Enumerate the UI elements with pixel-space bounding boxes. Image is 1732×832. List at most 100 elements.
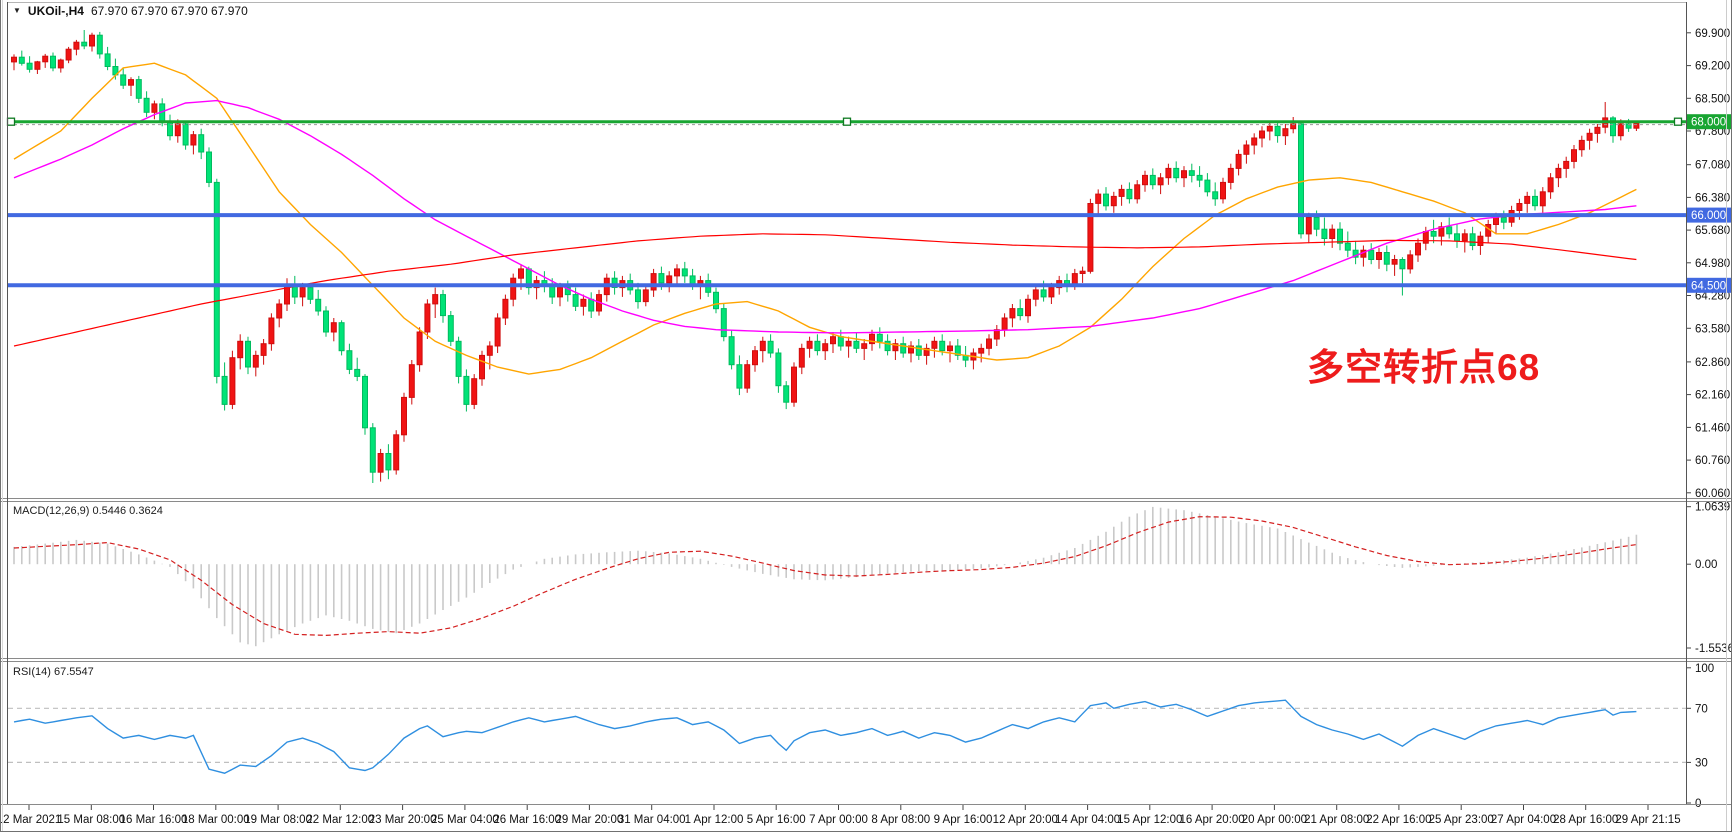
candle-body: [377, 453, 384, 473]
candle-body: [580, 298, 587, 307]
rsi-pane[interactable]: [8, 661, 1686, 803]
candle-body: [393, 434, 400, 471]
candle-body: [923, 347, 930, 356]
candle-body: [861, 343, 868, 349]
candle-body: [1415, 242, 1421, 256]
candle-body: [830, 336, 836, 345]
price-axis-label: 60.060: [1695, 488, 1730, 500]
candle-body: [81, 41, 88, 47]
candle-body: [1298, 123, 1304, 235]
candle-body: [416, 331, 423, 366]
candle-body: [884, 340, 891, 352]
candle-body: [1571, 149, 1577, 162]
candle-body: [1048, 287, 1055, 298]
candle-body: [190, 134, 197, 146]
time-axis-label: 19 Mar 08:00: [244, 814, 312, 826]
time-axis-label: 9 Apr 16:00: [934, 814, 993, 826]
time-axis-label: 25 Apr 23:00: [1429, 814, 1494, 826]
candle-body: [479, 354, 485, 380]
candle-body: [307, 287, 314, 300]
candle-body: [330, 322, 337, 333]
line-selection-handle[interactable]: [1673, 117, 1683, 126]
candle-body: [798, 347, 805, 368]
candle-body: [42, 55, 49, 63]
candle-body: [1625, 123, 1632, 129]
candle-body: [120, 74, 127, 86]
price-axis-label: 64.280: [1695, 291, 1730, 303]
candle-body: [1383, 252, 1390, 265]
time-axis-label: 15 Mar 08:00: [57, 814, 125, 826]
rsi-axis-label: 70: [1695, 703, 1708, 715]
candle-body: [837, 336, 844, 347]
candle-body: [1025, 298, 1031, 317]
candle-body: [182, 123, 189, 146]
candle-body: [486, 345, 493, 356]
time-axis-label: 12 Apr 20:00: [993, 814, 1058, 826]
candle-body: [1337, 228, 1343, 244]
price-tag-box: [1687, 277, 1732, 293]
time-axis-label: 23 Mar 20:00: [369, 814, 437, 826]
candle-body: [1243, 144, 1250, 155]
candle-body: [557, 287, 563, 298]
candle-body: [104, 53, 111, 68]
candle-body: [1118, 188, 1125, 197]
candle-body: [65, 48, 72, 61]
symbol-dropdown-icon[interactable]: ▼: [13, 6, 21, 15]
candle-body: [1227, 167, 1234, 183]
time-axis-label: 21 Apr 08:00: [1304, 814, 1369, 826]
rsi-indicator-label: RSI(14) 67.5547: [13, 666, 94, 678]
price-annotation-text[interactable]: 多空转折点68: [1307, 347, 1541, 388]
candle-body: [1188, 170, 1195, 176]
candle-body: [1142, 174, 1148, 186]
candle-body: [1290, 123, 1297, 130]
rsi-axis[interactable]: 10070300: [1686, 663, 1714, 810]
price-axis[interactable]: 69.90069.20068.50067.80067.08066.38065.6…: [1686, 28, 1732, 500]
line-selection-handle[interactable]: [842, 117, 852, 126]
macd-axis[interactable]: 1.0639 0.00 -1.5536: [1686, 502, 1732, 655]
line-selection-handle[interactable]: [6, 117, 16, 126]
candle-body: [1594, 126, 1601, 134]
time-axis-label: 27 Apr 04:00: [1491, 814, 1556, 826]
price-axis-label: 69.200: [1695, 61, 1730, 73]
candlestick-series: [11, 30, 1640, 483]
ohlc-quotes-label: 67.970 67.970 67.970 67.970: [90, 4, 248, 18]
candle-body: [447, 315, 454, 342]
candle-body: [338, 322, 345, 352]
time-axis-label: 26 Mar 16:00: [493, 814, 561, 826]
candle-body: [1344, 242, 1351, 251]
candle-body: [362, 375, 368, 429]
candle-body: [89, 34, 95, 47]
candle-body: [1009, 308, 1016, 319]
main-chart-pane[interactable]: [8, 2, 1686, 497]
candle-body: [1321, 228, 1328, 239]
candle-body: [518, 268, 524, 279]
candle-body: [1407, 254, 1414, 270]
candle-body: [440, 294, 446, 317]
candle-body: [1087, 203, 1094, 272]
candle-body: [1539, 191, 1546, 207]
candle-body: [767, 340, 774, 354]
candle-body: [1430, 231, 1437, 237]
time-axis-label: 29 Mar 20:00: [556, 814, 624, 826]
candle-body: [401, 396, 407, 436]
candle-body: [408, 364, 415, 398]
candle-body: [323, 310, 329, 333]
macd-pane[interactable]: [8, 501, 1686, 657]
candle-body: [681, 268, 688, 277]
rsi-axis-label: 100: [1695, 663, 1714, 675]
candle-body: [432, 294, 439, 305]
candle-body: [588, 298, 595, 312]
time-axis-label: 25 Mar 04:00: [431, 814, 499, 826]
candle-body: [34, 61, 41, 70]
candle-body: [57, 59, 64, 69]
candle-body: [900, 343, 907, 354]
ma-slow-line: [13, 233, 1637, 347]
candle-body: [143, 97, 150, 113]
candle-body: [611, 277, 618, 289]
macd-axis-label: 0.00: [1695, 559, 1717, 571]
candle-body: [635, 289, 641, 303]
candle-body: [1586, 132, 1593, 141]
candle-body: [1329, 228, 1336, 239]
